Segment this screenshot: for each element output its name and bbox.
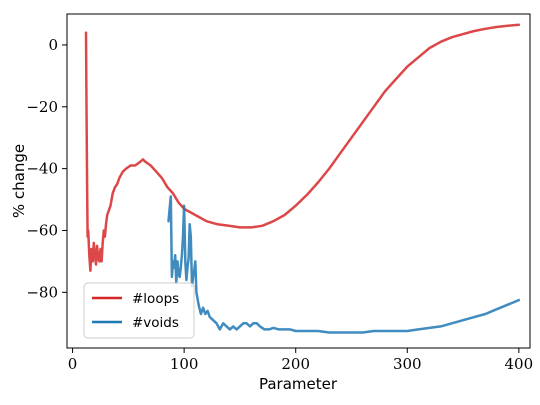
y-tick-label: −40 [26, 160, 58, 178]
x-tick-label: 0 [68, 355, 78, 373]
x-axis-ticks: 0 100 200 300 400 [68, 348, 533, 373]
x-tick-label: 200 [281, 355, 310, 373]
legend: #loops #voids [83, 282, 195, 339]
legend-label-voids: #voids [132, 315, 179, 331]
x-tick-label: 100 [170, 355, 199, 373]
y-tick-label: −20 [26, 98, 58, 116]
x-tick-label: 300 [393, 355, 422, 373]
y-axis-ticks: 0 −20 −40 −60 −80 [26, 36, 67, 301]
series-line-0 [84, 23, 521, 272]
y-tick-label: −80 [26, 283, 58, 301]
x-axis-label: Parameter [259, 375, 338, 393]
legend-label-loops: #loops [132, 291, 179, 307]
y-axis-label: % change [10, 144, 28, 218]
series-line-1 [167, 195, 521, 334]
plot-area-frame [66, 13, 531, 349]
y-tick-label: 0 [48, 36, 58, 54]
x-tick-label: 400 [505, 355, 534, 373]
y-tick-label: −60 [26, 221, 58, 239]
series-layer [84, 23, 521, 334]
